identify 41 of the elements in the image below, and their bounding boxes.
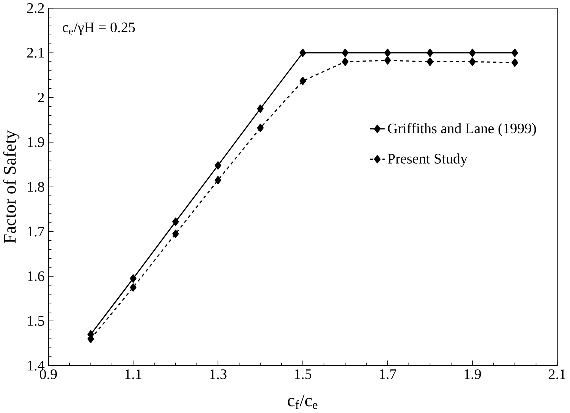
point bbox=[172, 230, 180, 238]
x-tick-label: 1.3 bbox=[210, 370, 227, 380]
y-tick-label: 1.6 bbox=[28, 272, 44, 282]
x-tick-label: 0.9 bbox=[40, 370, 58, 380]
y-tick-label: 1.9 bbox=[28, 138, 44, 148]
y-axis-title: Factor of Safety bbox=[3, 130, 20, 244]
point bbox=[342, 48, 349, 58]
point bbox=[512, 48, 518, 58]
point bbox=[512, 58, 518, 68]
point bbox=[130, 274, 137, 284]
y-tick-label: 1.5 bbox=[28, 316, 44, 326]
x-tick-label: 1.5 bbox=[295, 370, 312, 380]
x-tick-label: 1.9 bbox=[464, 370, 482, 380]
y-tick-label: 2 bbox=[38, 93, 44, 103]
legend-label: Griffiths and Lane (1999) bbox=[388, 123, 536, 137]
point bbox=[342, 58, 349, 66]
y-tick-label: 2.2 bbox=[27, 4, 44, 14]
point bbox=[130, 284, 137, 292]
point bbox=[214, 176, 222, 185]
annotation: c$_{e}$/γH = 0.25 bbox=[62, 22, 136, 36]
point bbox=[384, 48, 392, 58]
x-tick-label: 1.1 bbox=[126, 370, 142, 380]
point bbox=[469, 48, 476, 58]
x-tick-label: 2.1 bbox=[549, 370, 566, 380]
point bbox=[426, 58, 434, 66]
point bbox=[257, 104, 264, 114]
point bbox=[257, 124, 264, 132]
x-axis-title: c$_{f}$/c$_{e}$ bbox=[288, 394, 318, 410]
y-tick-label: 1.7 bbox=[28, 227, 45, 237]
point bbox=[426, 48, 434, 58]
point bbox=[172, 218, 180, 226]
point bbox=[300, 48, 306, 58]
x-tick-label: 1.7 bbox=[380, 370, 396, 380]
point bbox=[384, 56, 392, 65]
legend-label: Present Study bbox=[388, 154, 468, 167]
y-tick-label: 1.4 bbox=[28, 361, 45, 371]
point bbox=[469, 58, 476, 66]
y-tick-label: 1.8 bbox=[28, 182, 44, 192]
point bbox=[300, 77, 306, 86]
y-tick-label: 2.1 bbox=[27, 48, 44, 58]
point bbox=[214, 162, 222, 170]
